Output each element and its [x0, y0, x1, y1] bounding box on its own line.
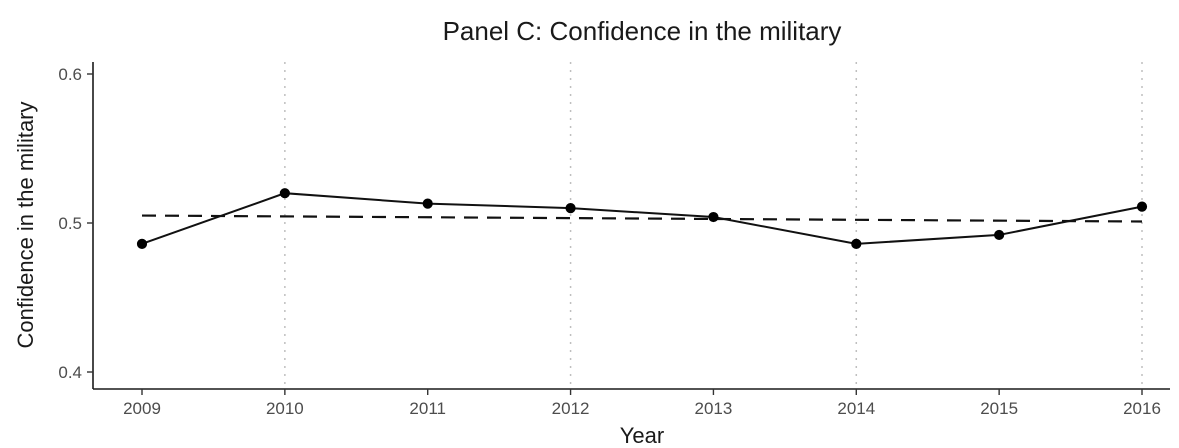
y-tick-label-0.4: 0.4 [58, 363, 82, 382]
x-tick-label-2012: 2012 [552, 399, 590, 418]
x-tick-label-2011: 2011 [409, 399, 446, 418]
data-point-2013 [708, 211, 719, 223]
series-line [141, 192, 1143, 245]
x-tick-label-2014: 2014 [837, 399, 875, 418]
y-tick-label-0.5: 0.5 [58, 214, 82, 233]
data-point-2011 [422, 198, 433, 209]
data-point-2016 [1136, 201, 1148, 212]
points-layer [136, 188, 1148, 249]
data-point-2009 [136, 238, 148, 249]
x-axis-title: Year [620, 423, 664, 448]
chart-title: Panel C: Confidence in the military [443, 16, 842, 46]
data-point-2015 [994, 229, 1005, 241]
y-axis-title: Confidence in the military [13, 101, 38, 348]
y-tick-label-0.6: 0.6 [58, 65, 82, 84]
trend-line [141, 214, 1143, 223]
y-ticks: 0.4 0.5 0.6 [58, 65, 93, 382]
data-point-2014 [851, 238, 862, 249]
data-point-2012 [565, 203, 576, 214]
x-tick-label-2015: 2015 [980, 399, 1018, 418]
x-tick-label-2013: 2013 [695, 399, 733, 418]
trend-layer [141, 214, 1143, 223]
x-ticks: 2009 2010 2011 2012 2013 2014 2015 2016 [123, 389, 1161, 418]
data-point-2010 [279, 188, 290, 199]
x-tick-label-2010: 2010 [266, 399, 304, 418]
grid-layer [284, 62, 1143, 389]
x-tick-label-2016: 2016 [1123, 399, 1161, 418]
x-tick-label-2009: 2009 [123, 399, 161, 418]
series-layer [141, 192, 1143, 245]
